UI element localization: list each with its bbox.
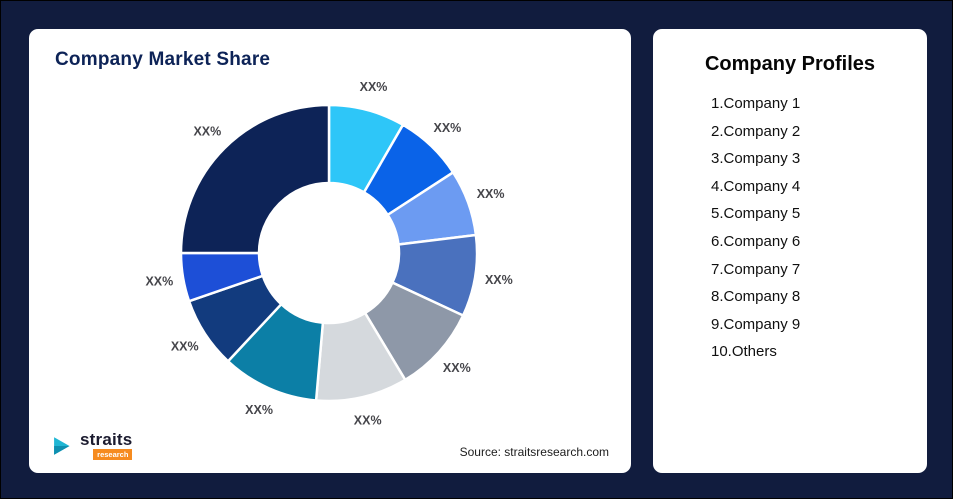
slice-label: XX% <box>360 80 388 94</box>
slice-label: XX% <box>354 414 382 428</box>
chart-title: Company Market Share <box>55 49 271 70</box>
profiles-title: Company Profiles <box>704 53 876 75</box>
straits-research-logo: straits research <box>53 430 133 460</box>
straits-logo-icon <box>54 436 70 455</box>
market-share-donut-chart: XX% XX% XX% XX% XX% XX% XX% XX% XX% XX% <box>145 80 513 428</box>
company-profiles-card: Company Profiles 1.Company 1 2.Company 2… <box>653 29 927 473</box>
profile-list-item: 9.Company 9 <box>711 315 801 333</box>
slice-label: XX% <box>434 121 462 135</box>
profile-list-item: 3.Company 3 <box>711 150 801 168</box>
slice-label: XX% <box>193 124 221 138</box>
profile-list-item: 1.Company 1 <box>711 95 801 112</box>
profiles-list: 1.Company 1 2.Company 2 3.Company 3 4.Co… <box>653 90 927 366</box>
slice-label: XX% <box>485 273 513 287</box>
source-note: Source: straitsresearch.com <box>459 445 609 459</box>
market-share-card: Company Market Share XX% XX% XX% XX% XX% XX% X… <box>29 29 631 473</box>
profile-list-item: 5.Company 5 <box>711 205 801 223</box>
profile-list-item: 10.Others <box>711 343 777 361</box>
profile-list-item: 7.Company 7 <box>711 260 801 278</box>
slice-label: XX% <box>145 274 173 288</box>
logo-subtitle: research <box>93 449 133 460</box>
slice-label: XX% <box>245 403 273 417</box>
profile-list-item: 8.Company 8 <box>711 288 801 306</box>
profile-list-item: 6.Company 6 <box>711 232 801 250</box>
slice-label: XX% <box>443 361 471 375</box>
profile-list-item: 4.Company 4 <box>711 177 801 195</box>
donut-slice <box>179 103 331 255</box>
slice-label: XX% <box>171 340 199 354</box>
profile-list-item: 2.Company 2 <box>711 122 801 140</box>
logo-name: straits <box>80 430 133 449</box>
slice-label: XX% <box>477 187 505 201</box>
